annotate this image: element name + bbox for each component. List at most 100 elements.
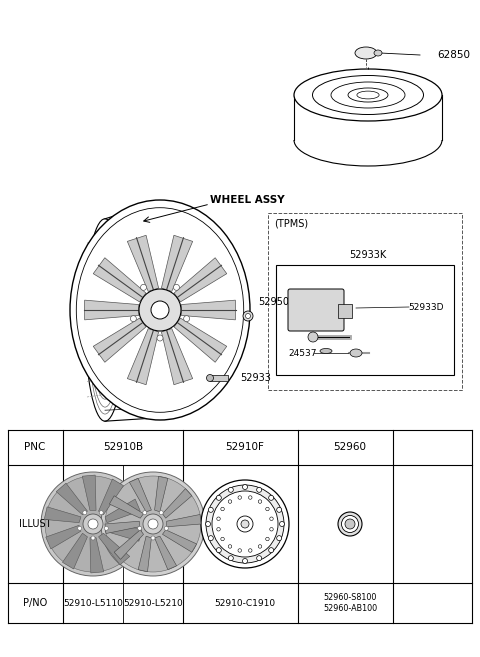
- Polygon shape: [127, 235, 158, 292]
- Ellipse shape: [221, 537, 224, 541]
- Ellipse shape: [208, 535, 213, 541]
- Ellipse shape: [345, 519, 355, 529]
- Ellipse shape: [270, 528, 273, 531]
- Polygon shape: [127, 328, 158, 385]
- Text: 52910-L5210: 52910-L5210: [123, 599, 183, 608]
- Polygon shape: [105, 521, 139, 533]
- Ellipse shape: [257, 487, 262, 492]
- Ellipse shape: [159, 510, 163, 514]
- Ellipse shape: [151, 536, 155, 540]
- Polygon shape: [181, 300, 235, 320]
- Ellipse shape: [70, 200, 250, 420]
- Polygon shape: [161, 235, 192, 292]
- Ellipse shape: [105, 476, 201, 572]
- Ellipse shape: [249, 496, 252, 499]
- Ellipse shape: [228, 500, 232, 503]
- Text: WHEEL ASSY: WHEEL ASSY: [210, 195, 285, 205]
- Ellipse shape: [320, 348, 332, 353]
- Ellipse shape: [148, 519, 158, 529]
- Polygon shape: [138, 536, 151, 572]
- Ellipse shape: [269, 548, 274, 553]
- Polygon shape: [105, 499, 140, 523]
- Bar: [276, 265, 454, 375]
- Polygon shape: [162, 489, 192, 518]
- Text: 52910-L5110: 52910-L5110: [63, 599, 123, 608]
- Text: 52933K: 52933K: [349, 250, 386, 260]
- Ellipse shape: [350, 349, 362, 357]
- Ellipse shape: [228, 487, 233, 492]
- Ellipse shape: [88, 519, 98, 529]
- Polygon shape: [167, 514, 201, 527]
- Polygon shape: [210, 375, 228, 381]
- Ellipse shape: [141, 284, 146, 290]
- Ellipse shape: [217, 517, 220, 520]
- Ellipse shape: [208, 507, 213, 512]
- Ellipse shape: [355, 47, 377, 59]
- Ellipse shape: [238, 549, 241, 553]
- Ellipse shape: [257, 556, 262, 560]
- Text: ILLUST: ILLUST: [19, 519, 51, 529]
- Ellipse shape: [242, 558, 248, 564]
- Ellipse shape: [157, 335, 163, 341]
- Bar: [268, 213, 462, 390]
- Text: 52910-C1910: 52910-C1910: [215, 599, 276, 608]
- Ellipse shape: [91, 536, 95, 540]
- Ellipse shape: [101, 472, 205, 576]
- Ellipse shape: [151, 301, 169, 319]
- Ellipse shape: [341, 516, 359, 533]
- Text: P/NO: P/NO: [23, 598, 47, 608]
- Polygon shape: [98, 479, 123, 514]
- Ellipse shape: [85, 219, 125, 421]
- Polygon shape: [174, 258, 227, 302]
- Ellipse shape: [184, 315, 190, 322]
- Ellipse shape: [173, 284, 180, 290]
- Ellipse shape: [249, 549, 252, 553]
- Ellipse shape: [228, 556, 233, 560]
- Ellipse shape: [139, 289, 181, 331]
- Text: PNC: PNC: [24, 442, 46, 452]
- Ellipse shape: [258, 545, 262, 548]
- Ellipse shape: [78, 526, 82, 530]
- Ellipse shape: [138, 526, 142, 530]
- Ellipse shape: [104, 526, 108, 530]
- Polygon shape: [62, 533, 87, 569]
- Text: 52960-S8100
52960-AB100: 52960-S8100 52960-AB100: [323, 593, 377, 613]
- Polygon shape: [44, 507, 81, 523]
- Polygon shape: [114, 530, 144, 559]
- Ellipse shape: [83, 514, 103, 534]
- Text: 52950: 52950: [258, 297, 289, 307]
- Polygon shape: [46, 526, 81, 549]
- Polygon shape: [109, 496, 144, 518]
- Text: 52933D: 52933D: [408, 302, 444, 311]
- Ellipse shape: [83, 510, 87, 514]
- Ellipse shape: [245, 313, 251, 319]
- Bar: [292, 112, 444, 140]
- Text: 62850: 62850: [437, 50, 470, 60]
- Polygon shape: [56, 483, 87, 514]
- Text: (TPMS): (TPMS): [274, 219, 308, 229]
- Ellipse shape: [205, 522, 211, 526]
- Ellipse shape: [338, 512, 362, 536]
- Ellipse shape: [269, 495, 274, 501]
- Text: 52960: 52960: [334, 442, 367, 452]
- Ellipse shape: [206, 485, 284, 563]
- Ellipse shape: [206, 374, 214, 382]
- Ellipse shape: [221, 507, 224, 510]
- Polygon shape: [84, 300, 139, 320]
- Polygon shape: [82, 475, 96, 510]
- Ellipse shape: [131, 315, 136, 322]
- Ellipse shape: [164, 526, 168, 530]
- Ellipse shape: [241, 520, 249, 528]
- Text: 52910B: 52910B: [103, 442, 143, 452]
- Ellipse shape: [276, 535, 282, 541]
- Polygon shape: [174, 318, 227, 362]
- Ellipse shape: [237, 516, 253, 532]
- Polygon shape: [93, 318, 146, 362]
- Ellipse shape: [266, 507, 269, 510]
- Ellipse shape: [216, 548, 221, 553]
- Polygon shape: [90, 537, 104, 573]
- Ellipse shape: [212, 491, 278, 557]
- Ellipse shape: [99, 510, 103, 514]
- Ellipse shape: [216, 495, 221, 501]
- Ellipse shape: [243, 311, 253, 321]
